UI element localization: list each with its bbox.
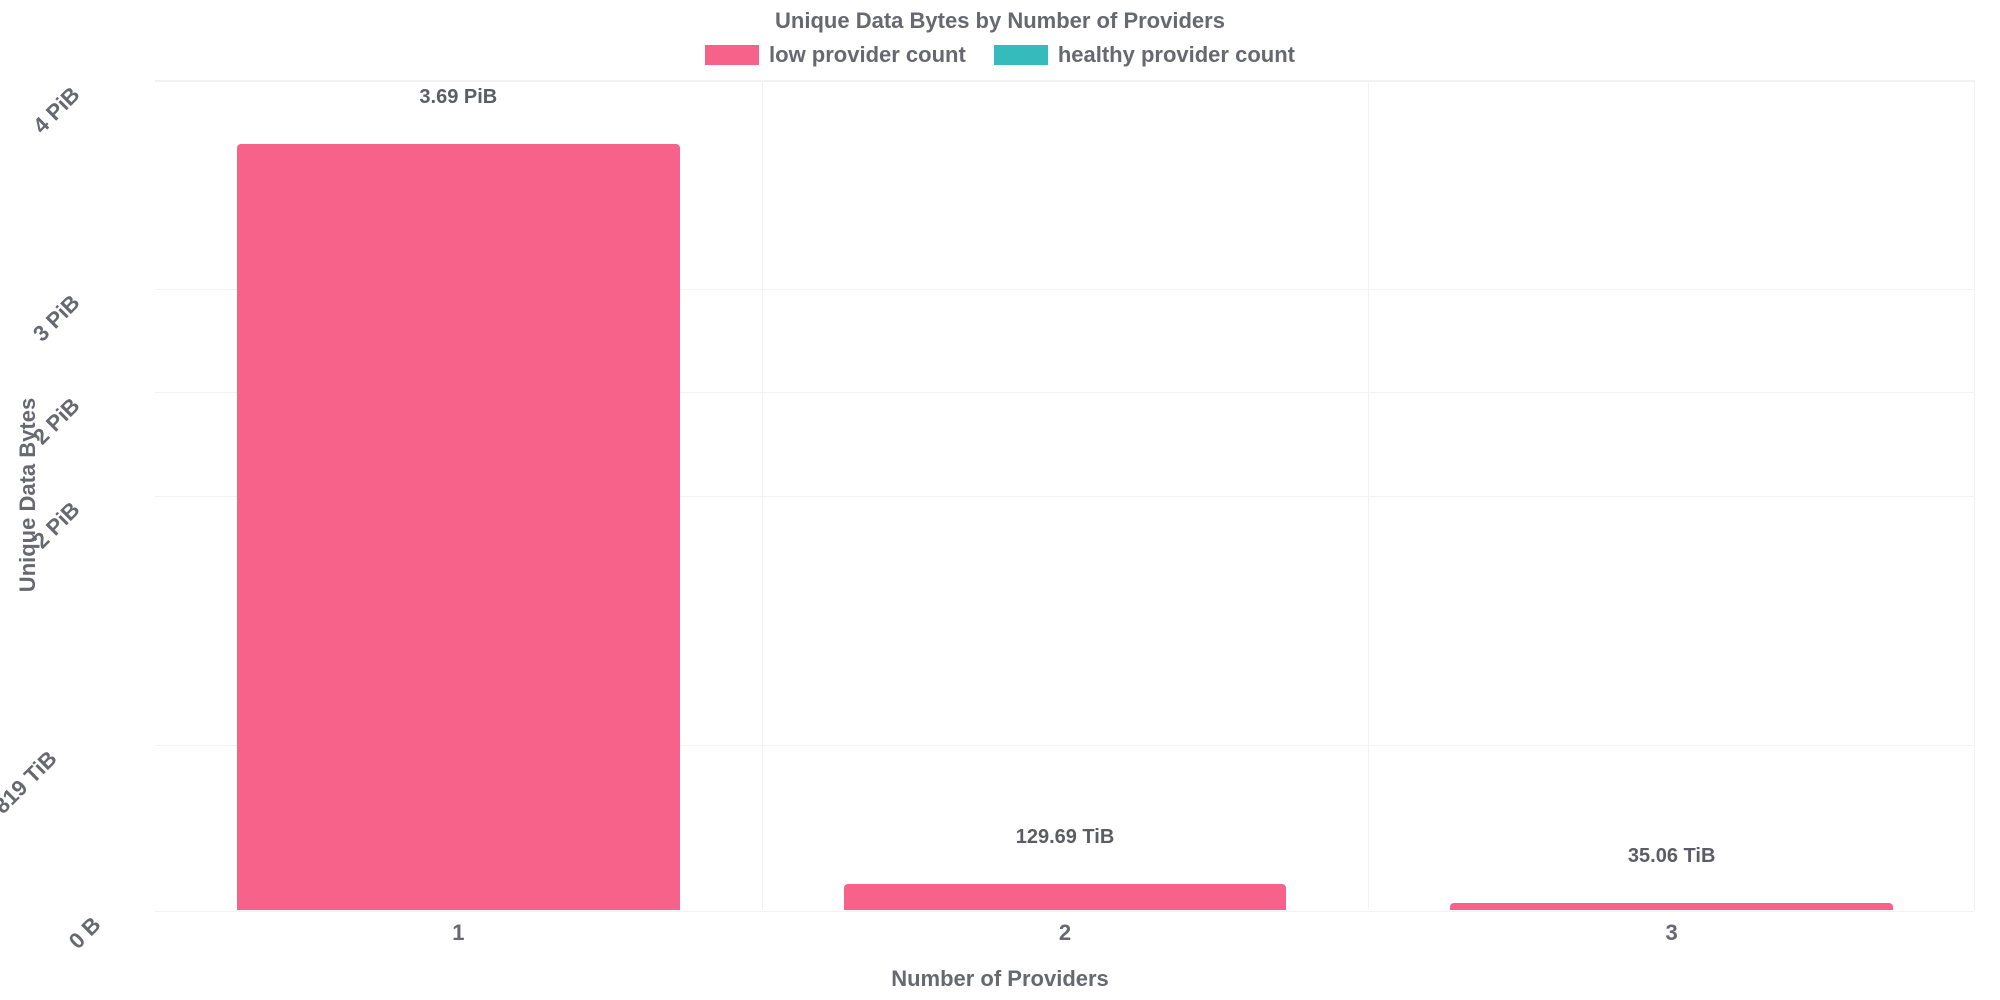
bar-value-label: 129.69 TiB: [1016, 826, 1115, 855]
y-axis-label: Unique Data Bytes: [15, 398, 41, 592]
chart: Unique Data Bytes by Number of Providers…: [0, 0, 2000, 1000]
bar[interactable]: [1450, 903, 1893, 910]
bar-value-label: 3.69 PiB: [419, 86, 497, 115]
x-tick-label: 3: [1666, 910, 1678, 946]
x-axis-label: Number of Providers: [0, 966, 2000, 992]
chart-title: Unique Data Bytes by Number of Providers: [0, 8, 2000, 34]
gridline-v: [762, 81, 763, 910]
gridline-v: [1368, 81, 1369, 910]
y-tick-label: 3 PiB: [28, 279, 95, 346]
y-tick-label: 0 B: [63, 902, 116, 955]
legend-item-low[interactable]: low provider count: [705, 42, 966, 68]
bar[interactable]: [844, 884, 1287, 910]
legend-swatch-healthy: [994, 45, 1048, 65]
legend-item-healthy[interactable]: healthy provider count: [994, 42, 1295, 68]
x-tick-label: 2: [1059, 910, 1071, 946]
bar[interactable]: [237, 144, 680, 910]
bar-value-label: 35.06 TiB: [1628, 845, 1715, 874]
y-tick-label: 4 PiB: [28, 72, 95, 139]
x-tick-label: 1: [452, 910, 464, 946]
legend: low provider count healthy provider coun…: [0, 42, 2000, 68]
legend-label-low: low provider count: [769, 42, 966, 68]
legend-swatch-low: [705, 45, 759, 65]
legend-label-healthy: healthy provider count: [1058, 42, 1295, 68]
gridline-h: [155, 81, 1974, 82]
y-tick-label: 819 TiB: [0, 736, 72, 819]
plot-area: 0 B819 TiB2 PiB2 PiB3 PiB4 PiB13.69 PiB2…: [155, 80, 1975, 910]
